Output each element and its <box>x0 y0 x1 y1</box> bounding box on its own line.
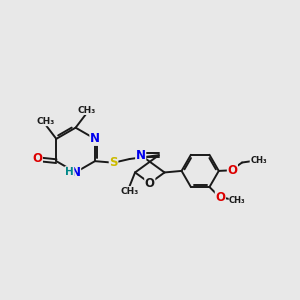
Text: O: O <box>145 177 155 190</box>
Text: N: N <box>136 148 146 162</box>
Text: H: H <box>65 167 74 177</box>
Text: CH₃: CH₃ <box>120 187 139 196</box>
Text: O: O <box>215 191 225 204</box>
Text: CH₃: CH₃ <box>78 106 96 115</box>
Text: CH₃: CH₃ <box>229 196 246 205</box>
Text: N: N <box>70 166 81 179</box>
Text: CH₃: CH₃ <box>37 117 55 126</box>
Text: O: O <box>227 164 237 177</box>
Text: CH₃: CH₃ <box>250 156 267 165</box>
Text: O: O <box>32 152 42 166</box>
Text: N: N <box>90 132 100 145</box>
Text: S: S <box>109 156 118 169</box>
